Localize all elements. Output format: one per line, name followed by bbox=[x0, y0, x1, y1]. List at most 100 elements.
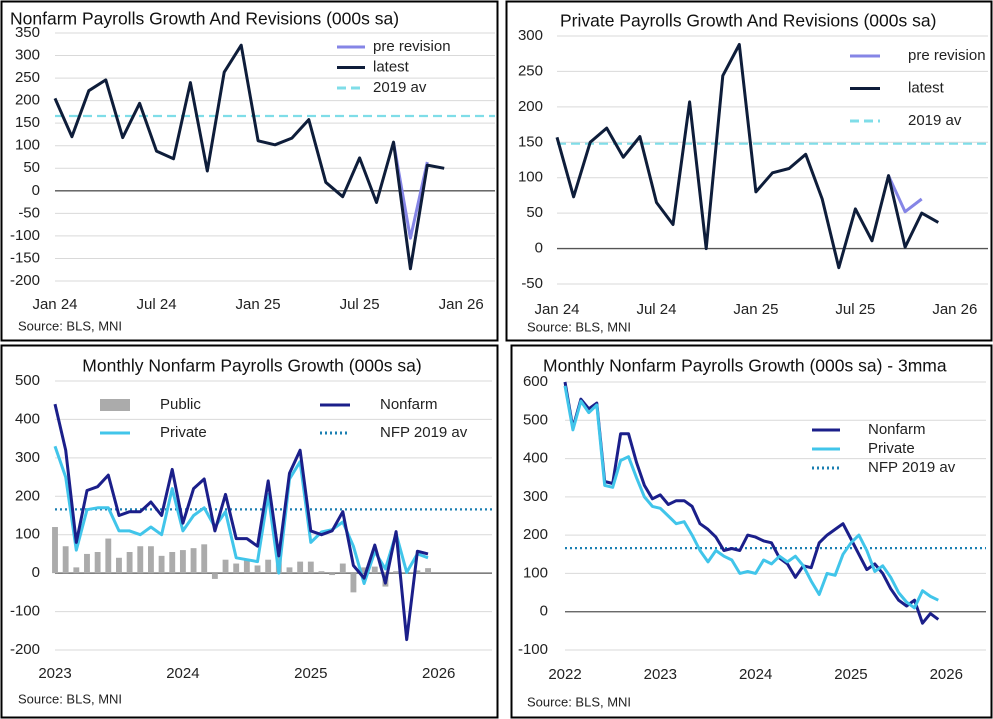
y-tick-label: 50 bbox=[23, 159, 40, 176]
legend-swatch bbox=[100, 399, 130, 411]
y-tick-label: 350 bbox=[15, 24, 40, 41]
source-note: Source: BLS, MNI bbox=[527, 319, 631, 334]
y-tick-label: 250 bbox=[15, 69, 40, 86]
bar bbox=[126, 552, 133, 574]
bar bbox=[73, 567, 80, 574]
y-tick-label: 100 bbox=[15, 137, 40, 154]
y-tick-label: 400 bbox=[523, 450, 548, 467]
y-tick-label: -50 bbox=[521, 275, 543, 292]
y-tick-label: 300 bbox=[518, 27, 543, 44]
series-line bbox=[887, 174, 923, 214]
bar bbox=[393, 571, 400, 574]
legend-label: NFP 2019 av bbox=[380, 424, 468, 441]
y-tick-label: 250 bbox=[518, 62, 543, 79]
legend-label: 2019 av bbox=[908, 112, 962, 129]
bar bbox=[297, 561, 304, 574]
y-tick-label: 200 bbox=[15, 487, 40, 504]
x-tick-label: 2026 bbox=[422, 665, 455, 682]
x-tick-label: 2025 bbox=[294, 665, 327, 682]
y-tick-label: 500 bbox=[15, 372, 40, 389]
bar bbox=[371, 566, 378, 574]
bar bbox=[147, 546, 154, 574]
legend-label: pre revision bbox=[373, 38, 451, 55]
y-tick-label: 200 bbox=[523, 526, 548, 543]
bar bbox=[211, 573, 218, 579]
chart-title: Monthly Nonfarm Payrolls Growth (000s sa… bbox=[543, 356, 947, 376]
x-tick-label: Jan 26 bbox=[439, 296, 484, 313]
bar bbox=[425, 568, 431, 574]
bar bbox=[350, 573, 357, 593]
series-line bbox=[53, 445, 429, 585]
bar bbox=[62, 546, 69, 574]
y-tick-label: 150 bbox=[518, 133, 543, 150]
bar bbox=[222, 559, 229, 574]
legend-label: Nonfarm bbox=[868, 421, 926, 438]
legend-label: latest bbox=[908, 79, 945, 96]
series-line bbox=[53, 403, 429, 642]
bar bbox=[254, 565, 261, 574]
y-tick-label: -100 bbox=[10, 603, 40, 620]
bar bbox=[179, 550, 186, 574]
legend-label: Nonfarm bbox=[380, 396, 438, 413]
y-tick-label: 100 bbox=[15, 526, 40, 543]
bar bbox=[190, 548, 197, 574]
x-tick-label: 2024 bbox=[166, 665, 199, 682]
y-tick-label: 100 bbox=[518, 169, 543, 186]
y-tick-label: 300 bbox=[15, 47, 40, 64]
bar bbox=[265, 559, 272, 574]
y-tick-label: 0 bbox=[540, 603, 548, 620]
bar bbox=[329, 573, 336, 576]
y-tick-label: -200 bbox=[10, 641, 40, 658]
y-tick-label: -150 bbox=[10, 249, 40, 266]
y-tick-label: 100 bbox=[523, 564, 548, 581]
y-tick-label: 600 bbox=[523, 373, 548, 390]
bar bbox=[414, 570, 421, 574]
x-tick-label: Jul 25 bbox=[340, 296, 380, 313]
panel-border bbox=[510, 344, 993, 719]
y-tick-label: 300 bbox=[523, 488, 548, 505]
x-tick-label: 2024 bbox=[739, 666, 772, 683]
y-tick-label: 500 bbox=[523, 411, 548, 428]
series-line bbox=[53, 43, 445, 271]
y-tick-label: 0 bbox=[32, 564, 40, 581]
bar bbox=[201, 544, 208, 574]
y-tick-label: 400 bbox=[15, 410, 40, 427]
x-tick-label: Jan 25 bbox=[236, 296, 281, 313]
panel-border bbox=[0, 344, 499, 719]
legend-label: pre revision bbox=[908, 47, 986, 64]
bar bbox=[243, 559, 250, 574]
x-tick-label: 2025 bbox=[834, 666, 867, 683]
bar bbox=[361, 567, 368, 574]
source-note: Source: BLS, MNI bbox=[18, 318, 122, 333]
x-tick-label: 2022 bbox=[548, 666, 581, 683]
y-tick-label: 200 bbox=[518, 98, 543, 115]
legend-label: NFP 2019 av bbox=[868, 459, 956, 476]
bar bbox=[158, 555, 165, 574]
y-tick-label: 0 bbox=[535, 240, 543, 257]
bar bbox=[105, 538, 112, 574]
legend-label: latest bbox=[373, 58, 410, 75]
y-tick-label: 300 bbox=[15, 449, 40, 466]
bar bbox=[94, 552, 101, 574]
bar bbox=[169, 552, 176, 574]
source-note: Source: BLS, MNI bbox=[527, 694, 631, 709]
series-line bbox=[563, 385, 939, 610]
chart-title: Nonfarm Payrolls Growth And Revisions (0… bbox=[10, 9, 399, 29]
x-tick-label: Jul 24 bbox=[636, 301, 676, 318]
y-tick-label: -100 bbox=[518, 641, 548, 658]
x-tick-label: Jan 26 bbox=[932, 301, 977, 318]
source-note: Source: BLS, MNI bbox=[18, 691, 122, 706]
legend-label: Private bbox=[160, 424, 207, 441]
bar bbox=[286, 567, 293, 574]
y-tick-label: -100 bbox=[10, 227, 40, 244]
series-line bbox=[555, 43, 940, 270]
y-tick-label: 0 bbox=[32, 182, 40, 199]
legend-label: Private bbox=[868, 440, 915, 457]
x-tick-label: Jul 25 bbox=[835, 301, 875, 318]
bar bbox=[318, 571, 325, 574]
bar bbox=[307, 561, 314, 574]
bar bbox=[339, 563, 346, 574]
y-tick-label: 200 bbox=[15, 92, 40, 109]
